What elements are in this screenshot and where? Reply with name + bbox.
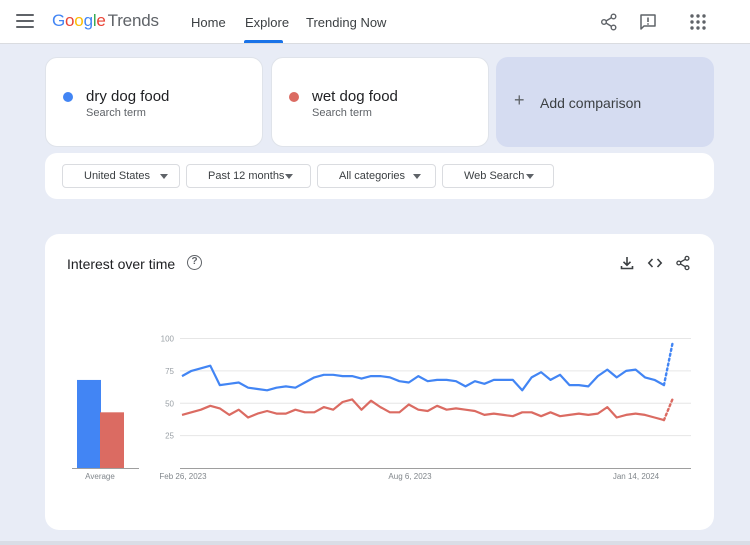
y-tick-label: 25 (165, 432, 174, 441)
interest-over-time-card: Interest over time ? 100 75 50 25 Average Feb… (45, 234, 714, 530)
average-label: Average (85, 472, 115, 481)
y-tick-label: 50 (165, 399, 174, 408)
region-filter-label: United States (84, 170, 151, 182)
time-filter-label: Past 12 months (208, 170, 285, 182)
series-line (181, 398, 665, 422)
search-term-subtitle: Search term (86, 107, 146, 119)
interest-over-time-title: Interest over time (67, 256, 176, 272)
search-term-card-dry-dog-food[interactable]: dry dog food Search term (45, 57, 263, 147)
feedback-icon[interactable] (638, 12, 658, 32)
download-icon[interactable] (619, 255, 635, 271)
caret-down-icon (285, 174, 293, 179)
term-color-dot (63, 92, 73, 102)
google-trends-logo[interactable]: Google Trends (52, 11, 159, 30)
time-filter-dropdown[interactable]: Past 12 months (186, 164, 311, 188)
x-tick-label: Aug 6, 2023 (388, 472, 432, 481)
plus-icon: + (514, 90, 525, 110)
x-tick-label: Feb 26, 2023 (159, 472, 207, 481)
embed-code-icon[interactable] (647, 255, 663, 271)
nav-trending-now[interactable]: Trending Now (306, 15, 387, 30)
logo-trends-text: Trends (107, 11, 159, 30)
region-filter-dropdown[interactable]: United States (62, 164, 180, 188)
nav-explore[interactable]: Explore (245, 15, 290, 30)
average-bar (77, 379, 101, 468)
share-icon[interactable] (675, 255, 691, 271)
search-type-filter-dropdown[interactable]: Web Search (442, 164, 554, 188)
top-bar: Google Trends Home Explore Trending Now (0, 0, 750, 44)
x-tick-label: Jan 14, 2024 (613, 472, 660, 481)
nav-explore-active-indicator (244, 40, 283, 43)
filter-bar: United States Past 12 months All categor… (45, 153, 714, 199)
search-term-name: wet dog food (312, 88, 398, 105)
term-color-dot (289, 92, 299, 102)
interest-over-time-chart: 100 75 50 25 Average Feb 26, 2023 Aug 6, 2023 J… (72, 335, 691, 481)
share-icon[interactable] (599, 12, 619, 32)
menu-icon[interactable] (16, 14, 34, 28)
series-line (181, 364, 665, 392)
category-filter-label: All categories (339, 170, 406, 182)
caret-down-icon (526, 174, 534, 179)
category-filter-dropdown[interactable]: All categories (317, 164, 436, 188)
nav-home[interactable]: Home (191, 15, 226, 30)
caret-down-icon (160, 174, 168, 179)
y-tick-label: 100 (161, 335, 175, 344)
search-term-name: dry dog food (86, 88, 170, 105)
footer-divider (0, 541, 750, 545)
search-term-subtitle: Search term (312, 107, 372, 119)
caret-down-icon (413, 174, 421, 179)
help-icon[interactable]: ? (187, 255, 202, 270)
add-comparison-button[interactable]: + Add comparison (496, 57, 714, 147)
series-partial-segment (662, 339, 675, 387)
search-type-filter-label: Web Search (464, 170, 525, 182)
apps-grid-icon[interactable] (688, 12, 708, 32)
series-partial-segment (662, 396, 675, 422)
search-term-card-wet-dog-food[interactable]: wet dog food Search term (271, 57, 489, 147)
y-tick-label: 75 (165, 367, 174, 376)
average-bar (100, 412, 124, 468)
add-comparison-label: Add comparison (540, 95, 642, 111)
